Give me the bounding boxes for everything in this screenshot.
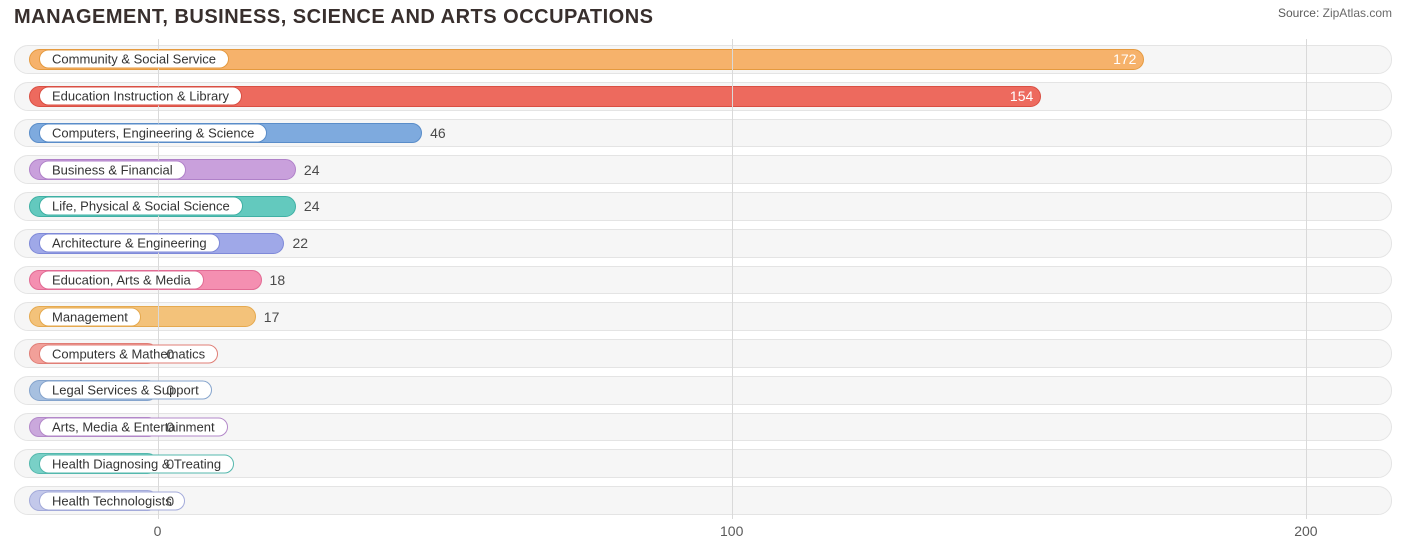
x-tick: 200 bbox=[1294, 523, 1317, 539]
value-label: 24 bbox=[304, 162, 320, 178]
category-label: Legal Services & Support bbox=[39, 381, 212, 400]
bar-row: Health Diagnosing & Treating0 bbox=[14, 449, 1392, 478]
x-axis: 0 100 200 bbox=[14, 519, 1392, 549]
category-label: Education, Arts & Media bbox=[39, 270, 204, 289]
category-label: Health Technologists bbox=[39, 491, 185, 510]
bar-row: Health Technologists0 bbox=[14, 486, 1392, 515]
bar-row: Business & Financial 24 bbox=[14, 155, 1392, 184]
x-tick: 0 bbox=[154, 523, 162, 539]
category-label: Architecture & Engineering bbox=[39, 234, 220, 253]
bars-container: Community & Social Service 172 Education I… bbox=[14, 45, 1392, 515]
value-label: 18 bbox=[270, 272, 286, 288]
chart-source: Source: ZipAtlas.com bbox=[1278, 6, 1392, 20]
category-label: Health Diagnosing & Treating bbox=[39, 454, 234, 473]
source-label: Source: bbox=[1278, 6, 1319, 20]
value-label: 22 bbox=[292, 235, 308, 251]
category-label: Arts, Media & Entertainment bbox=[39, 418, 228, 437]
value-label: 17 bbox=[264, 309, 280, 325]
chart-title: MANAGEMENT, BUSINESS, SCIENCE AND ARTS O… bbox=[14, 6, 653, 29]
category-label: Life, Physical & Social Science bbox=[39, 197, 243, 216]
value-label: 0 bbox=[166, 493, 174, 509]
gridline bbox=[1306, 39, 1307, 519]
gridline bbox=[732, 39, 733, 519]
x-tick: 100 bbox=[720, 523, 743, 539]
value-label: 0 bbox=[166, 382, 174, 398]
category-label: Business & Financial bbox=[39, 160, 186, 179]
bar-row: Management 17 bbox=[14, 302, 1392, 331]
value-label: 172 bbox=[1113, 51, 1136, 67]
bar-row: Architecture & Engineering 22 bbox=[14, 229, 1392, 258]
bar-row: Computers & Mathematics0 bbox=[14, 339, 1392, 368]
source-value: ZipAtlas.com bbox=[1323, 6, 1392, 20]
chart-area: Community & Social Service 172 Education I… bbox=[14, 39, 1392, 549]
bar-row: Legal Services & Support0 bbox=[14, 376, 1392, 405]
bar-row: Life, Physical & Social Science 24 bbox=[14, 192, 1392, 221]
plot-area: Community & Social Service 172 Education I… bbox=[14, 39, 1392, 519]
bar-row: Education, Arts & Media 18 bbox=[14, 266, 1392, 295]
bar-row: Arts, Media & Entertainment0 bbox=[14, 413, 1392, 442]
bar-row: Computers, Engineering & Science 46 bbox=[14, 119, 1392, 148]
value-label: 46 bbox=[430, 125, 446, 141]
category-label: Community & Social Service bbox=[39, 50, 229, 69]
value-label: 0 bbox=[166, 456, 174, 472]
value-label: 0 bbox=[166, 346, 174, 362]
value-label: 0 bbox=[166, 419, 174, 435]
bar-row: Education Instruction & Library 154 bbox=[14, 82, 1392, 111]
category-label: Computers & Mathematics bbox=[39, 344, 218, 363]
category-label: Management bbox=[39, 307, 141, 326]
chart-header: MANAGEMENT, BUSINESS, SCIENCE AND ARTS O… bbox=[0, 0, 1406, 29]
category-label: Education Instruction & Library bbox=[39, 87, 242, 106]
value-label: 154 bbox=[1010, 88, 1033, 104]
category-label: Computers, Engineering & Science bbox=[39, 123, 267, 142]
bar-row: Community & Social Service 172 bbox=[14, 45, 1392, 74]
value-label: 24 bbox=[304, 198, 320, 214]
